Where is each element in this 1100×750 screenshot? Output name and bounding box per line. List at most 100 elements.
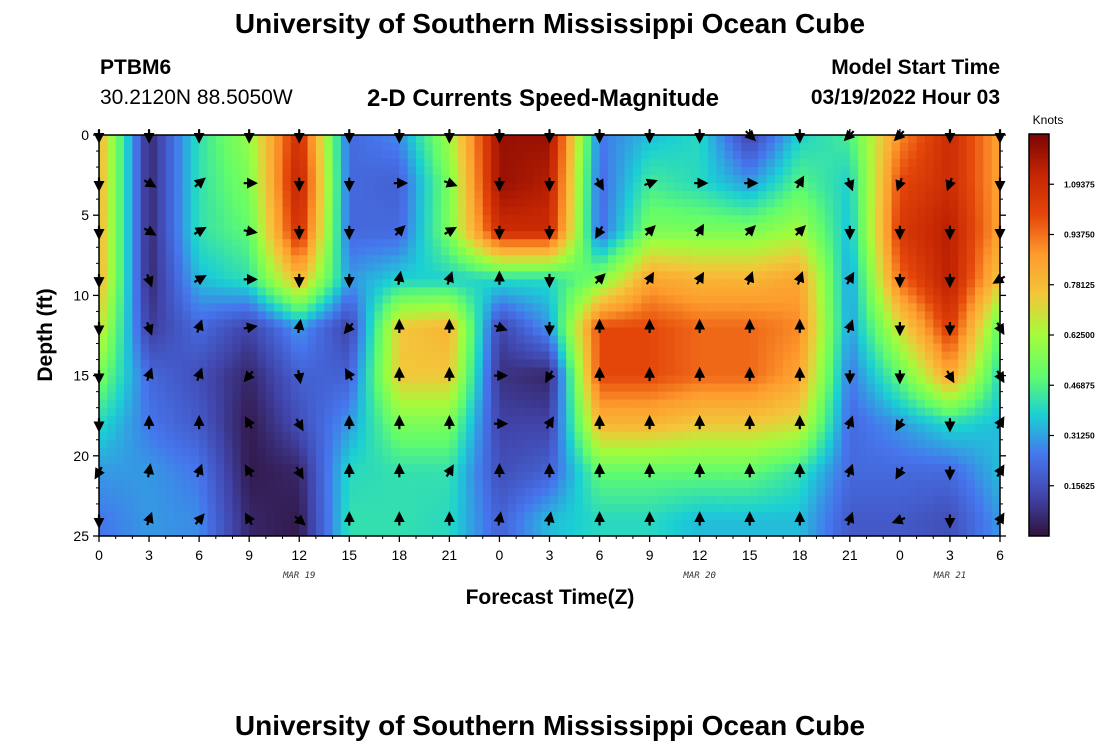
heatmap-cell <box>349 487 359 497</box>
heatmap-cell <box>432 295 442 305</box>
heatmap-cell <box>190 455 200 465</box>
heatmap-cell <box>365 431 375 441</box>
heatmap-cell <box>632 247 642 256</box>
heatmap-cell <box>474 207 484 216</box>
heatmap-cell <box>941 247 951 256</box>
heatmap-cell <box>524 183 534 192</box>
heatmap-cell <box>290 247 300 256</box>
heatmap-cell <box>666 151 676 160</box>
heatmap-cell <box>933 463 943 473</box>
heatmap-cell <box>499 151 509 160</box>
heatmap-cell <box>908 151 918 160</box>
heatmap-cell <box>649 207 659 216</box>
heatmap-cell <box>257 455 267 465</box>
heatmap-cell <box>708 471 717 481</box>
heatmap-cell <box>374 263 384 272</box>
heatmap-cell <box>974 135 984 144</box>
heatmap-cell <box>924 255 934 264</box>
heatmap-cell <box>374 215 384 224</box>
heatmap-cell <box>899 351 909 361</box>
heatmap-cell <box>491 279 501 288</box>
heatmap-cell <box>791 471 801 481</box>
heatmap-cell <box>482 455 492 465</box>
heatmap-cell <box>574 431 584 441</box>
heatmap-cell <box>182 375 192 385</box>
heatmap-cell <box>949 247 959 256</box>
heatmap-cell <box>566 223 576 232</box>
heatmap-cell <box>382 135 392 144</box>
heatmap-cell <box>699 367 709 377</box>
heatmap-cell <box>691 407 701 417</box>
heatmap-cell <box>190 407 200 417</box>
heatmap-cell <box>582 423 592 433</box>
heatmap-cell <box>207 463 217 473</box>
heatmap-cell <box>491 239 501 248</box>
heatmap-cell <box>407 231 417 240</box>
heatmap-cell <box>758 311 767 321</box>
heatmap-cell <box>833 151 843 160</box>
heatmap-cell <box>474 159 484 168</box>
heatmap-cell <box>883 143 893 152</box>
heatmap-cell <box>582 303 592 313</box>
heatmap-cell <box>816 191 826 200</box>
heatmap-cell <box>541 207 551 216</box>
heatmap-cell <box>891 399 901 409</box>
heatmap-cell <box>582 367 592 377</box>
heatmap-cell <box>215 271 225 280</box>
heatmap-cell <box>949 375 959 385</box>
heatmap-cell <box>983 143 993 152</box>
heatmap-cell <box>708 343 717 353</box>
heatmap-cell <box>607 351 617 361</box>
heatmap-cell <box>324 359 334 369</box>
heatmap-cell <box>524 487 534 497</box>
heatmap-cell <box>574 151 584 160</box>
heatmap-cell <box>916 447 926 457</box>
heatmap-cell <box>265 319 275 329</box>
heatmap-cell <box>591 303 601 313</box>
heatmap-cell <box>365 479 375 489</box>
heatmap-cell <box>657 327 667 337</box>
heatmap-cell <box>766 183 776 192</box>
heatmap-cell <box>582 215 592 224</box>
heatmap-cell <box>249 239 259 248</box>
heatmap-cell <box>557 167 567 176</box>
heatmap-cell <box>357 231 367 240</box>
heatmap-cell <box>858 159 868 168</box>
heatmap-cell <box>532 215 542 224</box>
heatmap-cell <box>466 231 476 240</box>
heatmap-cell <box>766 471 776 481</box>
heatmap-cell <box>632 327 642 337</box>
heatmap-cell <box>424 367 434 377</box>
heatmap-cell <box>858 175 868 184</box>
heatmap-cell <box>482 175 492 184</box>
heatmap-cell <box>783 327 793 337</box>
heatmap-cell <box>340 431 350 441</box>
heatmap-cell <box>390 327 400 337</box>
heatmap-cell <box>632 359 642 369</box>
heatmap-cell <box>724 255 734 264</box>
heatmap-cell <box>232 359 242 369</box>
heatmap-cell <box>416 399 425 409</box>
heatmap-cell <box>416 335 425 345</box>
heatmap-cell <box>99 279 108 288</box>
heatmap-cell <box>682 383 692 393</box>
heatmap-cell <box>307 455 317 465</box>
heatmap-cell <box>466 383 476 393</box>
heatmap-cell <box>816 279 826 288</box>
heatmap-cell <box>916 135 926 144</box>
heatmap-cell <box>674 303 684 313</box>
heatmap-cell <box>708 175 717 184</box>
heatmap-cell <box>949 295 959 305</box>
heatmap-cell <box>557 215 567 224</box>
heatmap-cell <box>124 279 133 288</box>
heatmap-cell <box>582 231 592 240</box>
heatmap-cell <box>641 487 651 497</box>
heatmap-cell <box>916 471 926 481</box>
heatmap-cell <box>165 199 175 208</box>
heatmap-cell <box>607 471 617 481</box>
heatmap-cell <box>616 167 626 176</box>
heatmap-cell <box>941 495 951 505</box>
heatmap-cell <box>874 343 884 353</box>
heatmap-cell <box>99 239 108 248</box>
heatmap-cell <box>265 311 275 321</box>
